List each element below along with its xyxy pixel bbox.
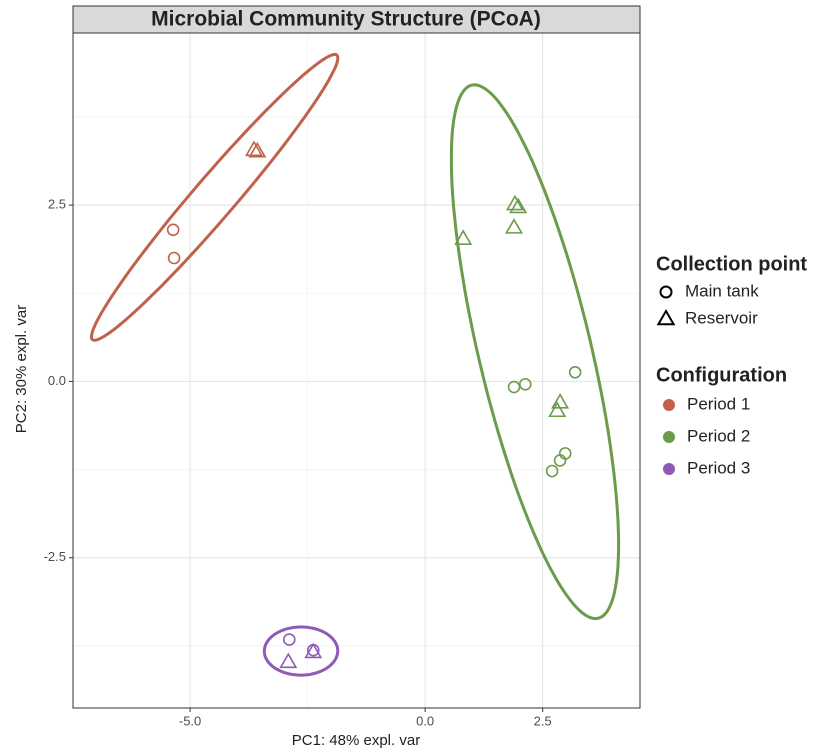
title-strip xyxy=(72,5,641,34)
grid xyxy=(73,33,640,708)
triangle-marker xyxy=(279,652,298,669)
y-tick-label: 2.5 xyxy=(48,197,66,212)
triangle-marker xyxy=(505,194,524,211)
circle-marker xyxy=(518,377,532,391)
y-tick-label: -2.5 xyxy=(44,549,66,564)
x-axis-title: PC1: 48% expl. var xyxy=(292,732,420,749)
plot-background xyxy=(73,33,640,708)
legend-label: Reservoir xyxy=(685,308,758,327)
circle-marker xyxy=(568,365,582,379)
triangle-marker xyxy=(505,218,523,234)
legend-title: Collection point xyxy=(656,253,807,275)
triangle-marker xyxy=(248,141,267,158)
plot-border xyxy=(72,32,641,709)
ellipse xyxy=(90,52,340,342)
triangle-marker xyxy=(656,308,676,326)
triangle-marker xyxy=(454,229,473,245)
x-tick-label: -5.0 xyxy=(179,713,201,728)
triangle-marker xyxy=(548,401,567,418)
legend-label: Period 2 xyxy=(687,426,750,445)
triangle-marker xyxy=(245,140,263,157)
circle-marker xyxy=(282,633,296,646)
legend-label: Period 1 xyxy=(687,394,750,413)
circle-marker xyxy=(659,285,673,299)
y-axis-title: PC2: 30% expl. var xyxy=(13,305,30,433)
legend-label: Main tank xyxy=(685,281,759,300)
circle-marker xyxy=(507,380,521,394)
ellipse xyxy=(262,625,340,677)
chart-title: Microbial Community Structure (PCoA) xyxy=(151,8,541,31)
legend-title: Configuration xyxy=(656,364,787,386)
circle-marker xyxy=(166,223,180,237)
y-tick-label: 0.0 xyxy=(48,373,66,388)
circle-marker xyxy=(545,464,559,478)
circle-marker xyxy=(167,251,181,265)
legend-label: Period 3 xyxy=(687,458,750,477)
x-tick-label: 0.0 xyxy=(416,713,434,728)
circle-marker xyxy=(558,447,572,460)
legend-swatch xyxy=(663,431,675,443)
legend-swatch xyxy=(663,399,675,411)
x-tick-label: 2.5 xyxy=(534,713,552,728)
triangle-marker xyxy=(509,197,528,214)
triangle-marker xyxy=(304,642,323,659)
legend-swatch xyxy=(663,463,675,475)
